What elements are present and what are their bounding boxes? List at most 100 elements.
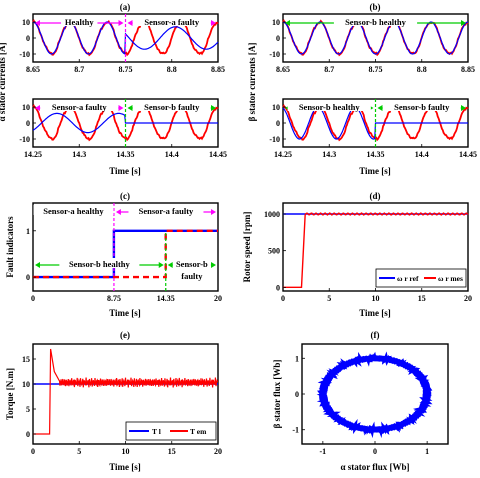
- y-tick-label: -10: [19, 50, 30, 59]
- annotation-arrow-head-left: [377, 105, 383, 111]
- annotation-bg: [172, 258, 211, 268]
- x-tick-label: 15: [168, 447, 176, 456]
- y-tick-label: 10: [272, 103, 280, 112]
- annotation-arrow-head-left: [35, 262, 40, 268]
- x-tick-label: 14.25: [24, 150, 42, 159]
- x-tick-label: 8.65: [26, 65, 40, 74]
- x-tick-label: 14.45: [459, 150, 477, 159]
- y-tick-label: 10: [22, 380, 30, 389]
- panel-label: (e): [120, 330, 130, 340]
- x-tick-label: 14.4: [165, 150, 179, 159]
- annotation-arrow-head-right: [211, 20, 216, 26]
- y-tick-label: 0: [276, 119, 280, 128]
- panel-e: (e) Torque [N.m] Time [s] 0 5 10 15 20 15 10 5 0 T l…: [5, 330, 222, 472]
- annotation-arrow-head-right: [211, 209, 216, 215]
- annotation-text: faulty: [181, 271, 203, 281]
- annotation-arrow-head-left: [115, 209, 121, 215]
- annotation-arrow-head-left: [285, 20, 290, 26]
- legend-label: ω r mes: [438, 274, 463, 283]
- x-axis-label: Time [s]: [109, 308, 141, 318]
- panel-a: (a) α stator currents [A] Time [s] 8.65 8.7 8…: [0, 2, 227, 176]
- panel-label: (a): [120, 2, 131, 12]
- annotation-arrow-head-left: [35, 105, 40, 111]
- series-line: [32, 104, 219, 142]
- x-tick-label: 14.25: [274, 150, 292, 159]
- panel-label: (c): [120, 191, 130, 201]
- y-tick-label: 1: [295, 354, 299, 363]
- annotation-text: Sensor-a faulty: [52, 102, 107, 112]
- y-tick-label: 0: [26, 34, 30, 43]
- legend-box: [375, 268, 467, 288]
- x-tick-label: 8.7: [324, 65, 334, 74]
- x-tick-label: 8.75: [369, 65, 383, 74]
- y-tick-label: -10: [19, 135, 30, 144]
- x-tick-label: 20: [464, 294, 472, 303]
- y-axis-label: Torque [N.m]: [5, 368, 15, 420]
- y-tick-label: 15: [22, 355, 30, 364]
- panel-b: (b) β stator currents [A] Time [s] 8.65 8.7 8…: [247, 2, 477, 176]
- annotation-bg: [59, 258, 140, 268]
- y-tick-label: 5: [26, 405, 30, 414]
- x-axis-label: Time [s]: [109, 166, 141, 176]
- annotation-text: Sensor-b healthy: [345, 17, 407, 27]
- series-line: [282, 104, 469, 142]
- annotation-arrow-head-right: [118, 105, 124, 111]
- x-tick-label: 20: [214, 447, 222, 456]
- x-tick-label: 10: [122, 447, 130, 456]
- y-tick-label: 0: [26, 273, 30, 282]
- annotation-text: Sensor-b faulty: [394, 102, 450, 112]
- annotation-bg: [382, 101, 461, 111]
- x-tick-label: 1: [425, 447, 429, 456]
- x-tick-label: 14.3: [322, 150, 336, 159]
- annotation-bg: [333, 16, 418, 26]
- annotation-arrow-head-left: [127, 105, 133, 111]
- y-tick-label: 1: [26, 227, 30, 236]
- annotation-text: Sensor-b healthy: [69, 259, 131, 269]
- series-line: [282, 21, 469, 55]
- y-axis-label: Fault indicators: [5, 216, 15, 278]
- annotation-text: Sensor-a faulty: [144, 17, 199, 27]
- x-tick-label: 8.85: [461, 65, 475, 74]
- y-tick-label: 0: [295, 390, 299, 399]
- y-tick-label: 0: [276, 283, 280, 292]
- x-axis-label: Time [s]: [359, 166, 391, 176]
- x-tick-label: 8.7: [74, 65, 84, 74]
- x-tick-label: 14.35: [157, 294, 175, 303]
- annotation-arrow-head-left: [167, 262, 173, 268]
- x-tick-label: 8.85: [211, 65, 225, 74]
- series-line: [32, 21, 219, 55]
- series-line: [32, 112, 218, 134]
- x-tick-label: 10: [372, 294, 380, 303]
- x-tick-label: 0: [31, 294, 35, 303]
- y-axis-label: β stator currents [A]: [247, 43, 257, 122]
- x-tick-label: 14.35: [117, 150, 135, 159]
- x-tick-label: 8.75: [107, 294, 121, 303]
- legend: T l T em: [125, 421, 217, 441]
- x-tick-label: 14.3: [72, 150, 86, 159]
- annotation-bg: [132, 101, 211, 111]
- annotation-bg: [33, 205, 114, 215]
- panel-d: (d) Rotor speed [rpm] Time [s] 0 5 10 15 20 1000…: [242, 191, 472, 318]
- annotation-arrow-head-right: [211, 262, 216, 268]
- annotation-text: Sensor-a healthy: [43, 206, 104, 216]
- annotation-bg: [132, 16, 211, 26]
- y-tick-label: 0: [276, 34, 280, 43]
- y-tick-label: 10: [22, 103, 30, 112]
- annotation-text: Healthy: [65, 17, 95, 27]
- x-tick-label: -1: [320, 447, 327, 456]
- annotation-bg: [128, 205, 204, 215]
- annotation-arrow-head-right: [158, 262, 164, 268]
- annotation-text: Sensor-b: [176, 259, 208, 269]
- legend: ω r ref ω r mes: [375, 268, 467, 288]
- x-tick-label: 0: [373, 447, 377, 456]
- annotation-bg: [287, 101, 371, 111]
- panel-c: (c) Fault indicators Time [s] 0 8.75 14.35 20 1…: [5, 191, 222, 318]
- x-tick-label: 0: [281, 294, 285, 303]
- y-tick-label: -10: [269, 135, 280, 144]
- annotation-arrow-head-right: [461, 105, 466, 111]
- annotation-text: Sensor-a faulty: [139, 206, 194, 216]
- x-tick-label: 8.75: [119, 65, 133, 74]
- x-tick-label: 14.35: [367, 150, 385, 159]
- x-tick-label: 15: [418, 294, 426, 303]
- annotation-arrow-head-left: [127, 20, 133, 26]
